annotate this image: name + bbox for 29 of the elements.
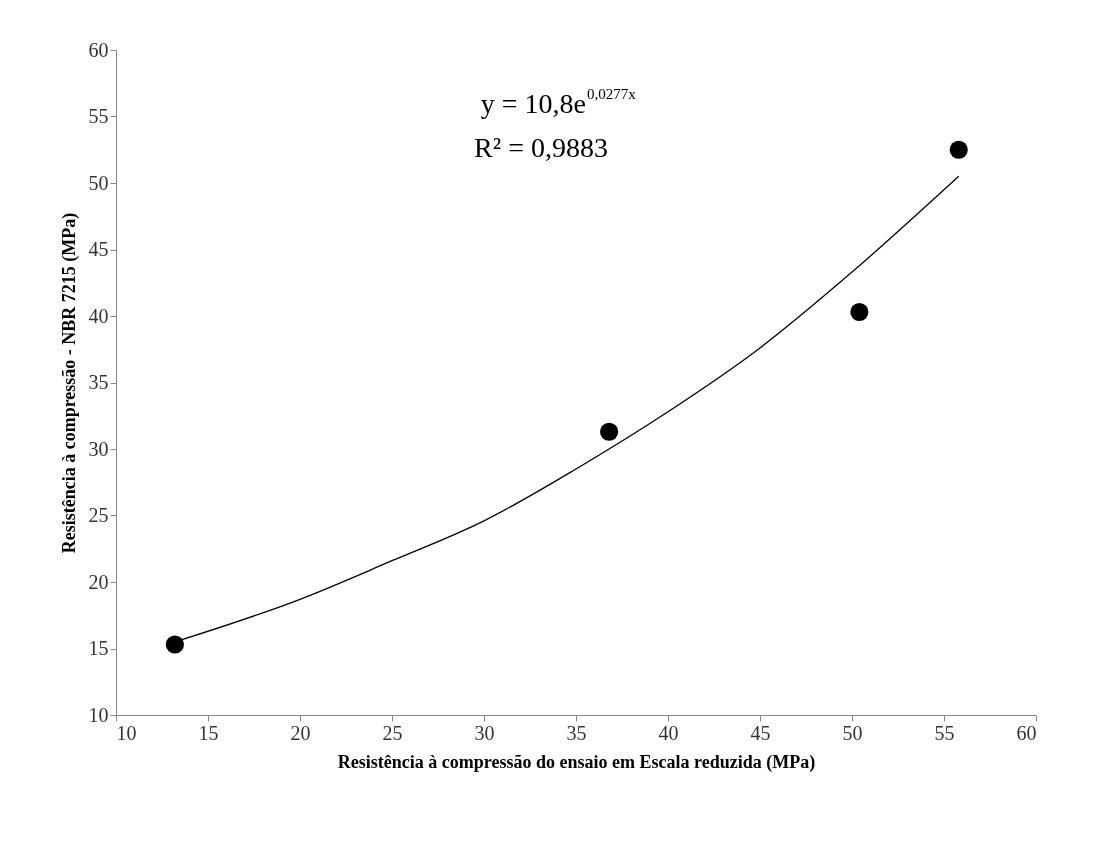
- y-tick-label: 20: [88, 570, 109, 593]
- point: [949, 140, 968, 159]
- x-tick-label: 10: [116, 721, 137, 744]
- x-tick-label: 35: [566, 721, 587, 744]
- annotation: R² = 0,9883: [474, 132, 608, 163]
- x-tick-label: 20: [290, 721, 311, 744]
- point: [165, 635, 184, 654]
- y-tick-label: 55: [88, 105, 109, 127]
- x-axis-title: Resistência à compressão do ensaio em Escala reduzida (MPa): [337, 751, 816, 773]
- y-tick-label: 40: [88, 304, 109, 327]
- y-tick-label: 15: [88, 637, 109, 659]
- y-axis-title: Resistência à compressão - NBR 7215 (MPa): [58, 212, 80, 554]
- y-tick-label: 25: [88, 504, 109, 526]
- y-tick-label: 10: [88, 703, 109, 726]
- x-tick-label: 55: [934, 721, 955, 744]
- y-tick-label: 30: [88, 437, 109, 460]
- point: [600, 422, 619, 441]
- x-tick-label: 60: [1016, 721, 1037, 744]
- y-tick-label: 60: [88, 38, 109, 61]
- y-tick-label: 35: [88, 371, 109, 393]
- x-tick-label: 45: [750, 721, 771, 744]
- x-tick-label: 25: [382, 721, 403, 744]
- point: [850, 302, 869, 322]
- x-tick-label: 40: [658, 721, 679, 744]
- x-tick-label: 15: [198, 721, 219, 744]
- x-tick-label: 30: [474, 721, 495, 744]
- y-tick-label: 45: [88, 238, 109, 260]
- y-tick-label: 50: [88, 171, 109, 194]
- x-tick-label: 50: [842, 721, 863, 744]
